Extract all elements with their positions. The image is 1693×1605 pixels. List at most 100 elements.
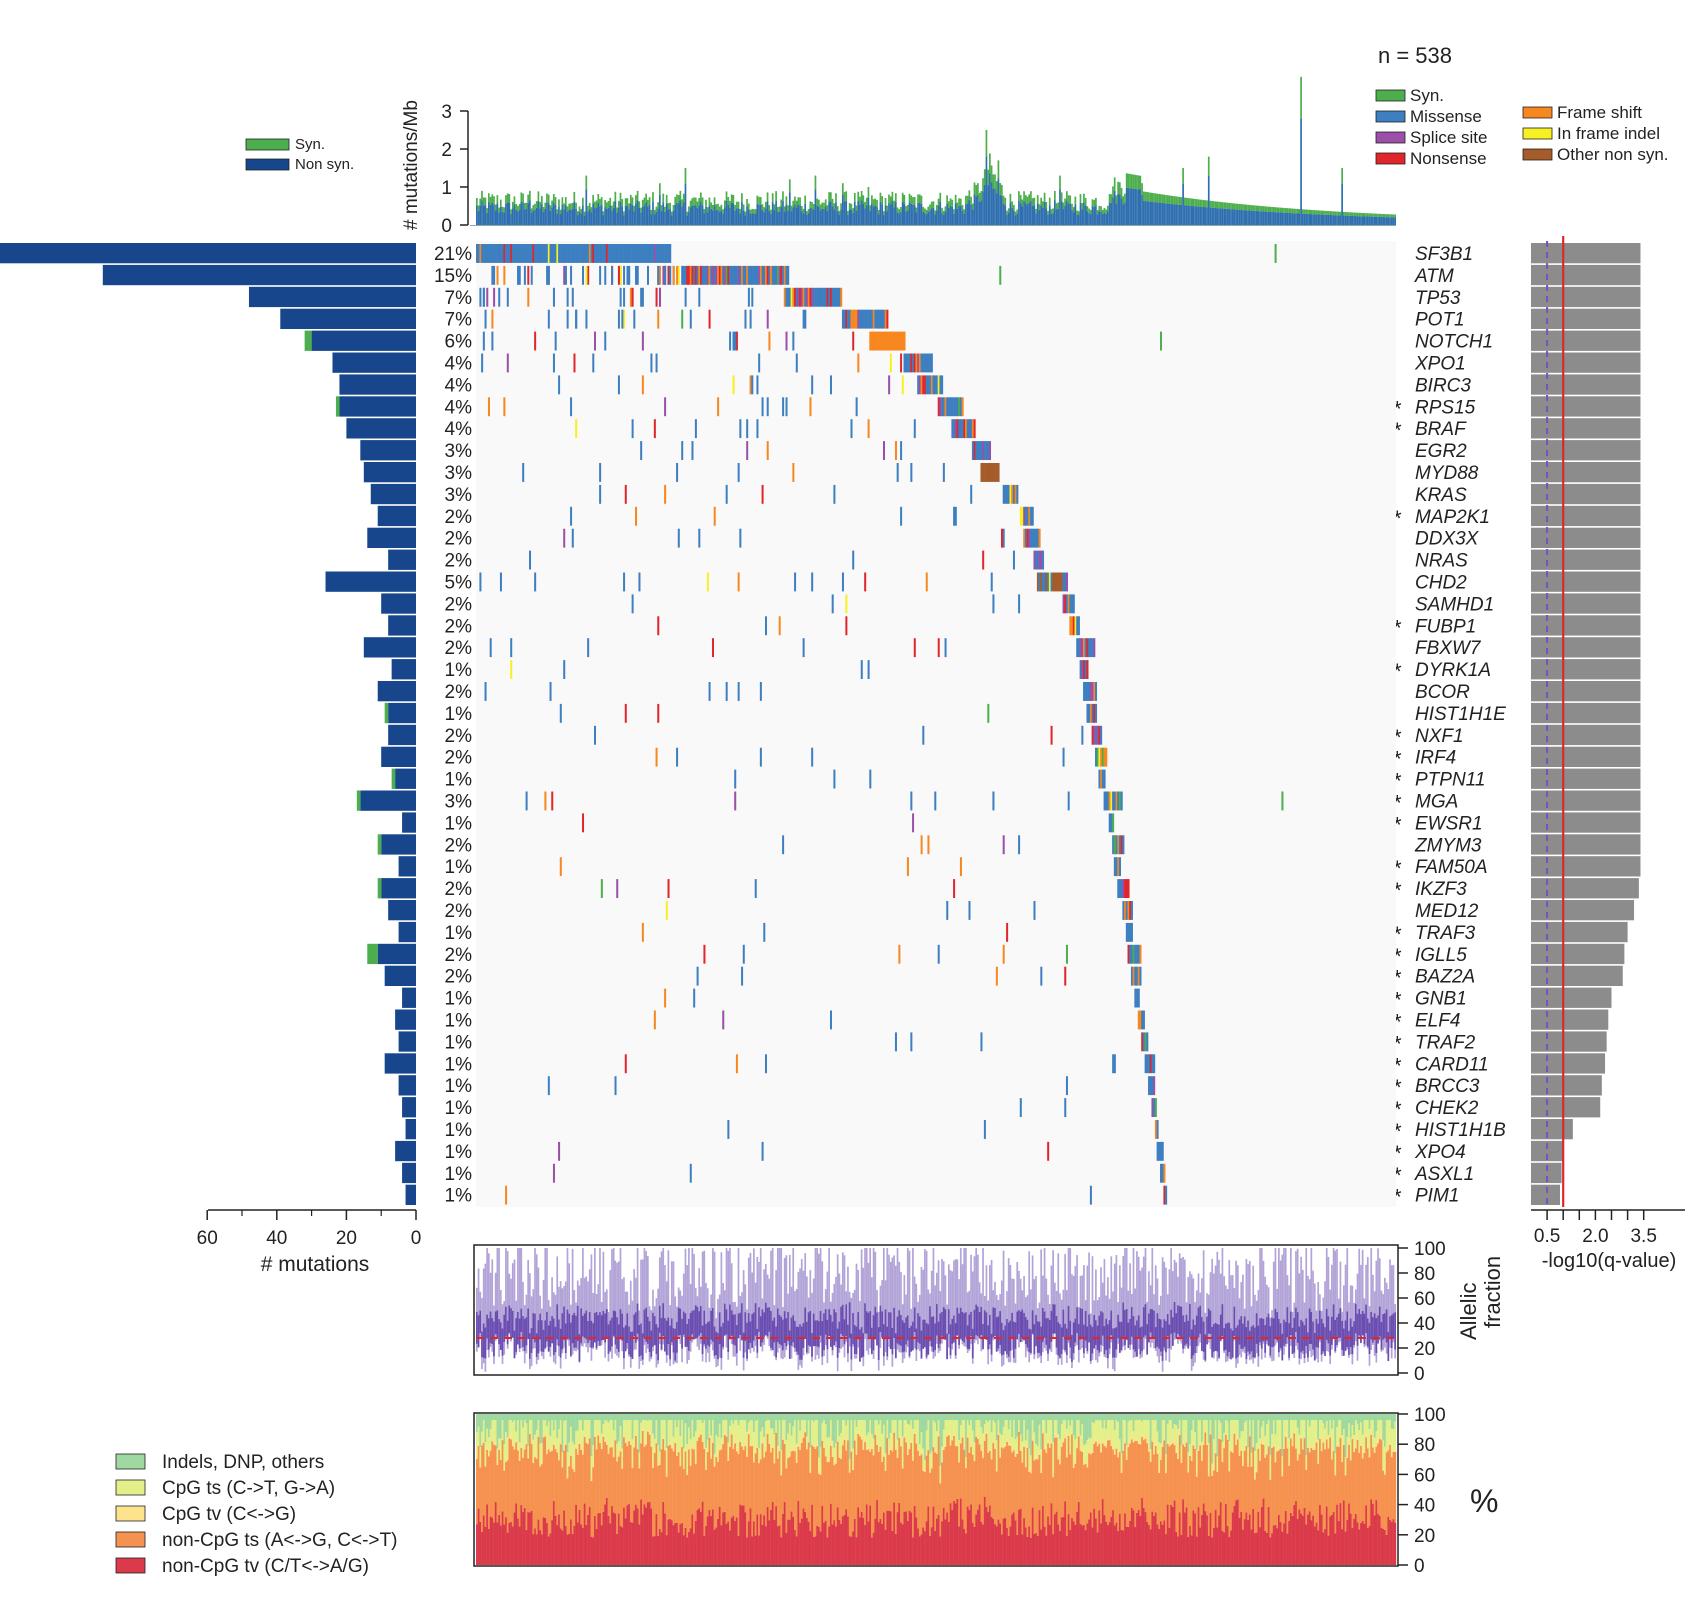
gene-percent-label: 2% [445, 551, 473, 572]
matrix-cell [1130, 966, 1133, 986]
spectrum-segment [788, 1453, 791, 1457]
mutation-rate-bar-nonsyn [900, 212, 902, 225]
spectrum-segment [826, 1462, 829, 1538]
mutation-rate-bar-nonsyn [653, 214, 656, 225]
mutation-rate-bar-nonsyn [486, 212, 488, 225]
spectrum-segment [635, 1435, 637, 1505]
allelic-fraction-range [1242, 1274, 1244, 1352]
spectrum-segment-indels [682, 1414, 685, 1449]
spectrum-segment [987, 1452, 990, 1513]
matrix-cell [1117, 791, 1120, 811]
spectrum-segment [529, 1434, 531, 1513]
matrix-cell [749, 265, 752, 285]
matrix-cell [520, 244, 523, 263]
allelic-fraction-iqr [864, 1303, 866, 1334]
spectrum-segment [942, 1444, 945, 1450]
allelic-fraction-range [619, 1248, 622, 1341]
spectrum-segment [573, 1525, 576, 1565]
allelic-fraction-iqr [1079, 1308, 1082, 1340]
allelic-fraction-iqr [551, 1316, 553, 1344]
allelic-fraction-range [811, 1292, 813, 1362]
matrix-cell [706, 265, 709, 285]
allelic-fraction-range [941, 1259, 943, 1344]
spectrum-segment [929, 1468, 932, 1473]
allelic-fraction-range [1327, 1256, 1330, 1352]
spectrum-segment-indels [893, 1414, 896, 1421]
allelic-fraction-iqr [1158, 1318, 1161, 1349]
mutation-rate-bar-syn [1192, 198, 1195, 207]
mutation-rate-bar-nonsyn [487, 202, 490, 225]
spectrum-segment [578, 1420, 581, 1442]
q-value-tick-label: 2.0 [1582, 1226, 1608, 1247]
mutation-rate-bar-nonsyn [759, 204, 762, 225]
allelic-fraction-iqr [828, 1309, 830, 1337]
spectrum-segment [506, 1437, 509, 1459]
spectrum-segment [734, 1420, 737, 1439]
matrix-cell [1125, 901, 1128, 920]
allelic-fraction-tick-label: 100 [1414, 1239, 1446, 1260]
mutation-rate-bar-nonsyn [833, 209, 836, 225]
spectrum-segment [508, 1420, 511, 1434]
spectrum-segment-indels [583, 1414, 586, 1421]
spectrum-segment [1036, 1457, 1039, 1460]
spectrum-segment [658, 1464, 661, 1529]
mutation-rate-bar-syn [525, 202, 528, 209]
mutation-rate-bar-nonsyn [527, 203, 530, 225]
allelic-fraction-range [593, 1248, 596, 1342]
q-value-bar [1531, 856, 1641, 877]
spectrum-segment [729, 1530, 731, 1565]
matrix-cell [657, 265, 660, 285]
matrix-cell [812, 287, 815, 307]
matrix-cell [1161, 1141, 1164, 1161]
mutation-rate-bar-syn [643, 197, 646, 206]
matrix-cell [1083, 682, 1086, 701]
matrix-cell [1091, 638, 1094, 658]
mutation-rate-bar-syn [990, 165, 993, 183]
allelic-fraction-iqr [527, 1308, 530, 1340]
spectrum-segment [977, 1509, 979, 1565]
mutation-rate-bar-nonsyn [1279, 212, 1282, 225]
matrix-cell [920, 375, 923, 395]
spectrum-segment [823, 1420, 826, 1444]
spectrum-segment [722, 1420, 725, 1442]
matrix-cell [936, 375, 939, 395]
allelic-fraction-range [487, 1253, 490, 1358]
mutation-rate-bar-syn [847, 211, 849, 215]
gene-percent-labels: 21%15%7%7%6%4%4%4%4%3%3%3%2%2%2%5%2%2%2%… [434, 244, 472, 1207]
spectrum-segment [688, 1444, 690, 1450]
matrix-cell [539, 244, 542, 263]
allelic-fraction-iqr [826, 1319, 829, 1350]
spectrum-segment [978, 1420, 981, 1442]
mutation-rate-bar-nonsyn [1317, 214, 1320, 225]
spectrum-segment [539, 1461, 542, 1467]
spectrum-segment [980, 1521, 983, 1565]
spectrum-segment [708, 1433, 711, 1438]
matrix-cell [797, 287, 800, 307]
allelic-fraction-range [982, 1248, 984, 1347]
spectrum-segment [489, 1450, 492, 1517]
mutation-rate-bar-nonsyn [1390, 217, 1393, 225]
matrix-cell [527, 265, 530, 285]
spectrum-segment [973, 1461, 976, 1527]
mutation-rate-bar-nonsyn [1033, 205, 1036, 225]
allelic-fraction-iqr [600, 1315, 603, 1341]
matrix-cell [593, 725, 597, 745]
mutation-rate-bar-nonsyn [730, 202, 733, 225]
mutation-rate-bar-syn [1322, 210, 1325, 215]
significance-star: * [1393, 396, 1402, 421]
matrix-cell [1064, 966, 1067, 986]
spectrum-segment [954, 1440, 957, 1446]
allelic-fraction-range [860, 1249, 863, 1355]
spectrum-segment [956, 1420, 959, 1443]
spectrum-segment [573, 1466, 576, 1472]
spectrum-segment [527, 1512, 530, 1565]
allelic-fraction-iqr [701, 1325, 704, 1355]
mutation-rate-bar-syn [729, 200, 731, 208]
allelic-fraction-iqr [496, 1310, 499, 1338]
spectrum-segment [611, 1420, 614, 1443]
matrix-cell [604, 265, 607, 285]
allelic-fraction-range [1301, 1269, 1304, 1354]
matrix-cell [689, 1163, 692, 1183]
allelic-fraction-iqr [1040, 1326, 1043, 1356]
allelic-fraction-range [489, 1272, 492, 1347]
